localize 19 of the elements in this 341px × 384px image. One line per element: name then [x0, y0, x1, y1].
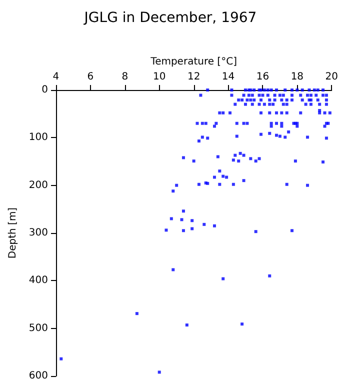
- y-tick-label: 400: [28, 275, 48, 286]
- x-tick-label: 18: [290, 72, 304, 82]
- x-tick-label: 4: [52, 72, 60, 82]
- y-tick-label: 600: [28, 370, 48, 382]
- y-tick-label: 0: [42, 84, 48, 96]
- x-tick-label: 16: [256, 72, 270, 82]
- y-axis-title: Depth [m]: [8, 207, 18, 259]
- x-tick-label: 6: [87, 72, 94, 82]
- y-tick-label: 100: [28, 132, 48, 144]
- y-tick-label: 200: [28, 180, 48, 191]
- x-tick-label: 12: [187, 72, 200, 82]
- x-tick-label: 8: [122, 72, 128, 82]
- x-axis-title: Temperature [°C]: [150, 56, 238, 68]
- x-tick-label: 20: [325, 72, 338, 82]
- x-tick-label: 10: [152, 72, 166, 82]
- y-tick-label: 500: [28, 322, 48, 334]
- y-tick-label: 300: [28, 228, 48, 238]
- chart-title: JGLG in December, 1967: [83, 10, 257, 26]
- x-tick-label: 14: [222, 72, 235, 82]
